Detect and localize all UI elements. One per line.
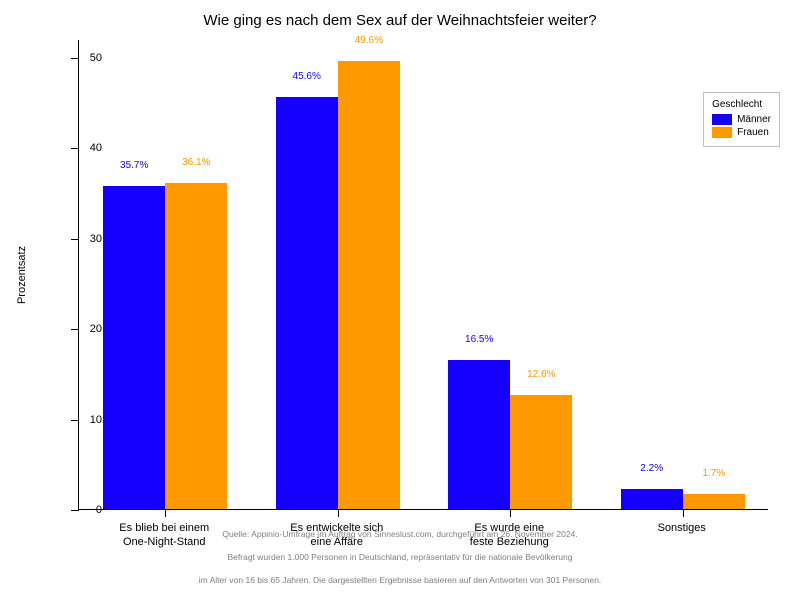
bar-value-label: 16.5% (465, 334, 493, 345)
bar (448, 360, 510, 509)
x-tick (338, 509, 339, 517)
bar (338, 61, 400, 509)
y-axis-label: Prozentsatz (16, 246, 28, 304)
bar (683, 494, 745, 509)
x-tick (510, 509, 511, 517)
chart-container: Wie ging es nach dem Sex auf der Weihnac… (0, 0, 800, 598)
footer-line-1: Befragt wurden 1.000 Personen in Deutsch… (228, 552, 573, 562)
bar (621, 489, 683, 509)
footer-line-2: im Alter von 16 bis 65 Jahren. Die darge… (199, 575, 602, 585)
legend: Geschlecht Männer Frauen (703, 92, 780, 147)
y-tick-label: 0 (72, 504, 102, 516)
legend-label-0: Männer (737, 114, 771, 125)
y-tick-label: 30 (72, 233, 102, 245)
x-tick-label: Sonstiges (658, 522, 706, 536)
legend-label-1: Frauen (737, 127, 769, 138)
legend-item-0: Männer (712, 114, 771, 125)
bar-value-label: 35.7% (120, 160, 148, 171)
legend-title: Geschlecht (712, 99, 771, 110)
x-tick (683, 509, 684, 517)
y-tick-label: 40 (72, 142, 102, 154)
legend-swatch-1 (712, 127, 732, 138)
legend-swatch-0 (712, 114, 732, 125)
bar (165, 183, 227, 509)
x-tick-label: Es entwickelte sich eine Affäre (290, 522, 383, 550)
bar (103, 186, 165, 509)
x-tick (165, 509, 166, 517)
y-tick-label: 50 (72, 52, 102, 64)
chart-title: Wie ging es nach dem Sex auf der Weihnac… (0, 12, 800, 29)
x-tick-label: Es wurde eine feste Beziehung (470, 522, 549, 550)
legend-item-1: Frauen (712, 127, 771, 138)
bar (510, 395, 572, 509)
bar-value-label: 12.6% (527, 369, 555, 380)
bar-value-label: 45.6% (293, 71, 321, 82)
bar-value-label: 2.2% (640, 463, 663, 474)
y-tick-label: 10 (72, 414, 102, 426)
bar-value-label: 36.1% (182, 157, 210, 168)
plot-area: 35.7%36.1%45.6%49.6%16.5%12.6%2.2%1.7% (78, 40, 768, 510)
bar-value-label: 1.7% (702, 468, 725, 479)
bar (276, 97, 338, 509)
bar-value-label: 49.6% (355, 35, 383, 46)
x-tick-label: Es blieb bei einem One-Night-Stand (119, 522, 209, 550)
y-tick-label: 20 (72, 323, 102, 335)
